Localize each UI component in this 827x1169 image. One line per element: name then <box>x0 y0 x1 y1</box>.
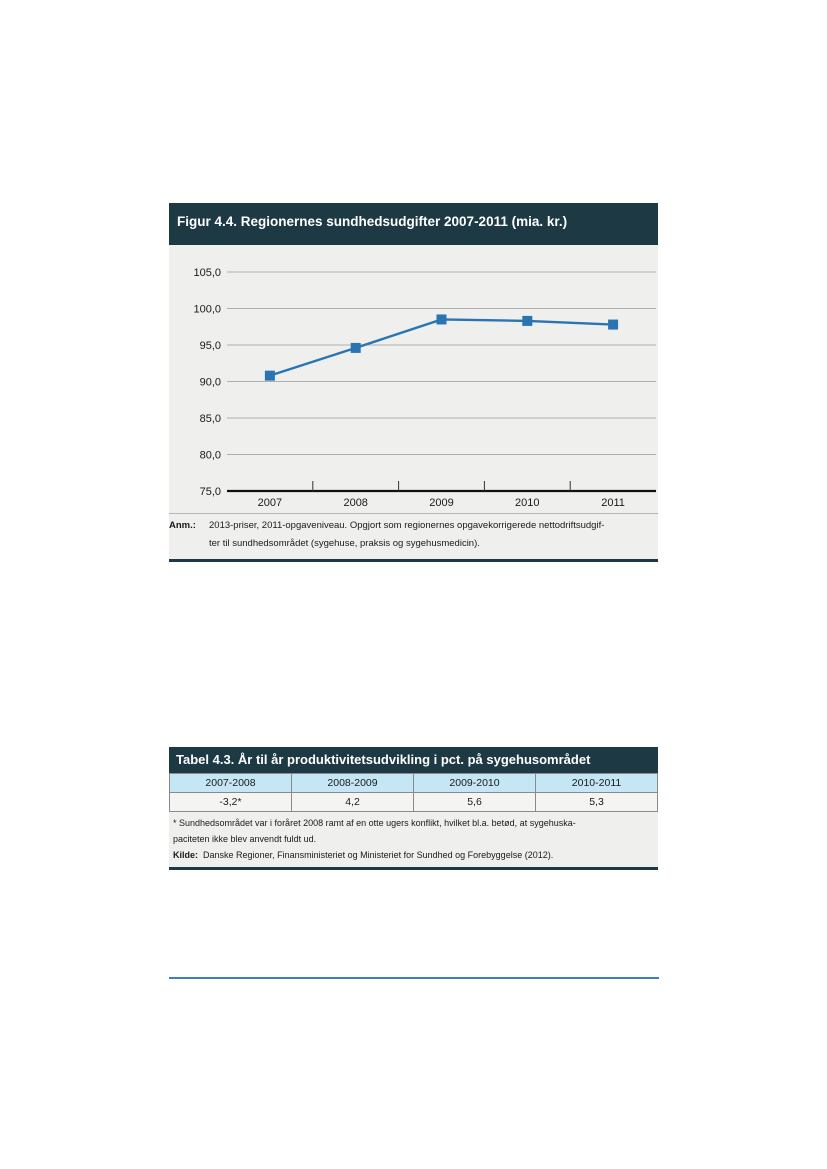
figure-4-4: Figur 4.4. Regionernes sundhedsudgifter … <box>169 203 658 562</box>
y-tick-label: 100,0 <box>193 304 221 316</box>
table-4-3: Tabel 4.3. År til år produktivitetsudvik… <box>169 747 658 870</box>
table-header-row: 2007-2008 2008-2009 2009-2010 2010-2011 <box>169 773 658 793</box>
table-cell: -3,2* <box>169 792 292 812</box>
table-title: Tabel 4.3. År til år produktivitetsudvik… <box>169 747 658 773</box>
x-tick-label: 2011 <box>601 497 625 509</box>
y-tick-label: 75,0 <box>200 486 221 498</box>
figure-bottom-bar <box>169 559 658 562</box>
figure-title: Figur 4.4. Regionernes sundhedsudgifter … <box>169 203 658 245</box>
table-header-cell: 2008-2009 <box>291 773 414 793</box>
data-point <box>522 315 533 326</box>
table-cell: 5,3 <box>535 792 658 812</box>
footnote-line-2: paciteten ikke blev anvendt fuldt ud. <box>173 834 317 844</box>
y-tick-label: 105,0 <box>193 267 221 279</box>
x-tick-label: 2008 <box>343 497 367 509</box>
footnote-line-1: * Sundhedsområdet var i foråret 2008 ram… <box>173 818 576 828</box>
source-label: Kilde: <box>173 850 199 860</box>
line-chart: 75,0 80,0 85,0 90,0 95,0 100,0 105,0 2007 2008 20… <box>169 245 658 513</box>
source-text: Danske Regioner, Finansministeriet og Mi… <box>203 850 554 860</box>
note-label: Anm.: <box>169 520 196 531</box>
x-tick-label: 2010 <box>515 497 539 509</box>
x-tick-label: 2007 <box>258 497 282 509</box>
chart-svg: 75,0 80,0 85,0 90,0 95,0 100,0 105,0 2007 2008 20… <box>193 267 656 509</box>
table-cell: 4,2 <box>291 792 414 812</box>
table-header-cell: 2010-2011 <box>535 773 658 793</box>
data-point <box>436 314 447 325</box>
series-line <box>269 318 614 377</box>
data-point <box>608 319 619 330</box>
data-point <box>264 370 275 381</box>
table-cell: 5,6 <box>413 792 536 812</box>
table-bottom-bar <box>169 867 658 870</box>
y-tick-label: 85,0 <box>200 413 221 425</box>
productivity-table: 2007-2008 2008-2009 2009-2010 2010-2011 … <box>169 773 658 812</box>
y-tick-label: 90,0 <box>200 377 221 389</box>
table-header-cell: 2007-2008 <box>169 773 292 793</box>
table-notes: * Sundhedsområdet var i foråret 2008 ram… <box>169 812 658 863</box>
figure-note: Anm.: 2013-priser, 2011-opgaveniveau. Op… <box>169 513 658 559</box>
footer-rule <box>169 977 659 979</box>
table-header-cell: 2009-2010 <box>413 773 536 793</box>
y-tick-label: 80,0 <box>200 450 221 462</box>
table-row: -3,2* 4,2 5,6 5,3 <box>169 792 658 812</box>
source-line: Kilde: Danske Regioner, Finansministerie… <box>173 847 652 863</box>
data-point <box>350 342 361 353</box>
note-line-2: ter til sundhedsområdet (sygehuse, praks… <box>209 538 480 549</box>
x-tick-label: 2009 <box>429 497 453 509</box>
note-line-1: 2013-priser, 2011-opgaveniveau. Opgjort … <box>209 520 605 531</box>
y-tick-label: 95,0 <box>200 340 221 352</box>
